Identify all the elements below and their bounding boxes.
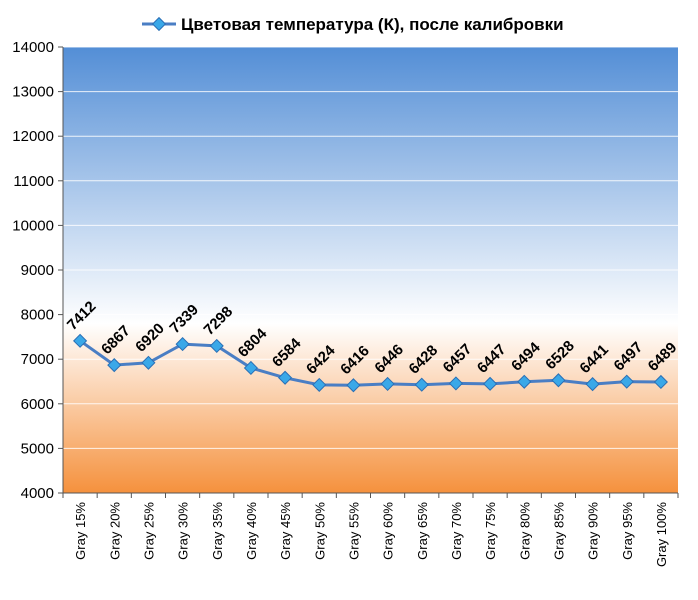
x-tick-label: Gray 35% bbox=[210, 502, 225, 560]
y-tick-label: 9000 bbox=[21, 262, 54, 279]
data-point bbox=[107, 358, 122, 373]
x-tick-label: Gray 70% bbox=[449, 502, 464, 560]
x-tick-label: Gray 25% bbox=[141, 502, 156, 560]
data-point bbox=[209, 338, 224, 353]
legend-marker bbox=[151, 16, 167, 32]
data-point bbox=[73, 333, 88, 348]
chart-title: Цветовая температура (К), после калибров… bbox=[181, 15, 564, 34]
y-tick-label: 8000 bbox=[21, 307, 54, 324]
data-point bbox=[653, 374, 668, 390]
data-point bbox=[141, 355, 156, 370]
x-tick-label: Gray 50% bbox=[312, 502, 327, 560]
data-point bbox=[517, 374, 532, 389]
data-point bbox=[551, 373, 566, 388]
x-tick-label: Gray 15% bbox=[73, 502, 88, 560]
data-point bbox=[175, 337, 190, 352]
legend: Цветовая температура (К), после калибров… bbox=[142, 15, 564, 34]
y-tick-label: 7000 bbox=[21, 351, 54, 368]
y-tick-label: 10000 bbox=[12, 217, 54, 234]
data-point bbox=[346, 378, 361, 393]
x-tick-label: Gray 80% bbox=[517, 502, 532, 560]
y-tick-label: 5000 bbox=[21, 440, 54, 457]
data-point bbox=[585, 377, 600, 392]
x-tick-label: Gray 85% bbox=[551, 502, 566, 560]
x-tick-labels: Gray 15% Gray 20% Gray 25% Gray 30% Gray 35%… bbox=[73, 502, 669, 567]
data-point bbox=[483, 376, 498, 391]
x-tick-label: Gray 45% bbox=[278, 502, 293, 560]
x-tick-label: Gray 60% bbox=[381, 502, 396, 560]
y-tick-label: 13000 bbox=[12, 84, 54, 101]
y-tick-labels: 4000 5000 6000 7000 8000 9000 10000 11000 12000 1… bbox=[12, 39, 54, 502]
x-tick-label: Gray 75% bbox=[483, 502, 498, 560]
data-point bbox=[619, 374, 634, 389]
data-point bbox=[278, 370, 293, 385]
grid-lines bbox=[58, 46, 679, 498]
x-tick-label: Gray 20% bbox=[107, 502, 122, 560]
x-tick-label: Gray 40% bbox=[244, 502, 259, 560]
data-point bbox=[380, 376, 395, 391]
x-tick-label: Gray 55% bbox=[346, 502, 361, 560]
data-point bbox=[243, 360, 258, 376]
x-tick-label: Gray 95% bbox=[620, 502, 635, 560]
y-tick-label: 4000 bbox=[21, 485, 54, 502]
data-point bbox=[448, 376, 463, 391]
y-tick-label: 14000 bbox=[12, 39, 54, 56]
data-points bbox=[73, 333, 668, 393]
y-tick-label: 12000 bbox=[12, 128, 54, 145]
x-tick-label: Gray 65% bbox=[415, 502, 430, 560]
x-tick-label: Gray 30% bbox=[176, 502, 191, 560]
x-tick-label: Gray 90% bbox=[586, 502, 601, 560]
data-point bbox=[414, 377, 429, 392]
x-tick-label: Gray 100% bbox=[654, 502, 669, 567]
y-tick-label: 11000 bbox=[13, 173, 54, 190]
y-tick-label: 6000 bbox=[21, 396, 54, 413]
data-point bbox=[312, 377, 327, 392]
